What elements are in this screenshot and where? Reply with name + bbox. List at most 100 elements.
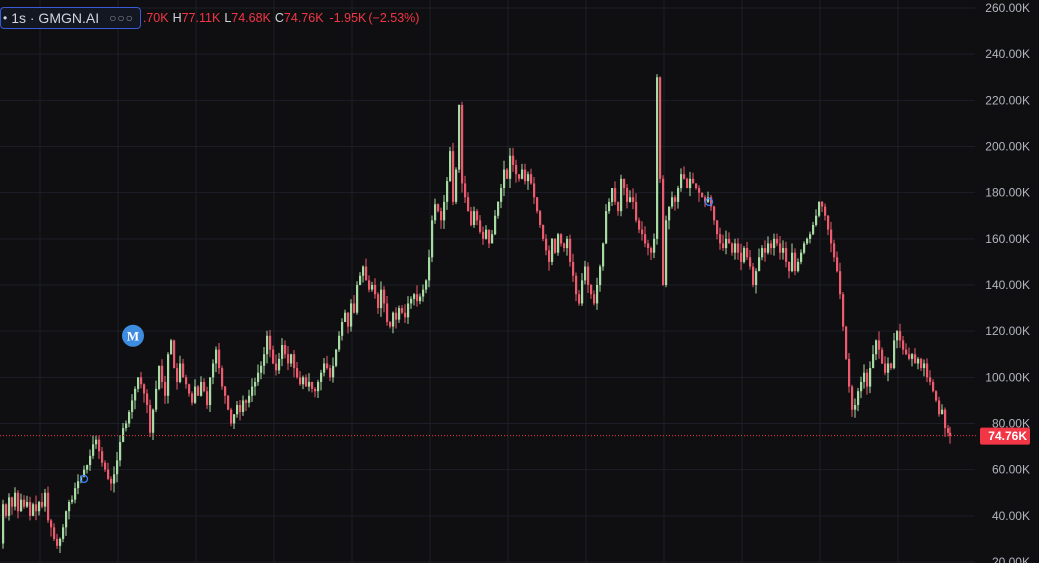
candle-body[interactable] (794, 252, 797, 272)
candle-body[interactable] (764, 248, 767, 253)
candle-body[interactable] (407, 303, 410, 318)
candle-body[interactable] (857, 391, 860, 406)
candle-body[interactable] (122, 428, 125, 442)
candle-body[interactable] (11, 497, 14, 507)
candle-body[interactable] (71, 499, 74, 502)
candle-body[interactable] (29, 501, 32, 516)
candle-body[interactable] (314, 388, 317, 392)
candle-body[interactable] (893, 340, 896, 369)
candle-body[interactable] (245, 400, 248, 403)
candle-body[interactable] (770, 243, 773, 249)
candle-body[interactable] (608, 201, 611, 212)
candle-body[interactable] (350, 303, 353, 327)
candle-body[interactable] (851, 386, 854, 410)
candle-body[interactable] (575, 275, 578, 295)
candle-body[interactable] (281, 345, 284, 359)
candle-body[interactable] (146, 393, 149, 406)
candle-body[interactable] (722, 243, 725, 249)
candle-body[interactable] (503, 169, 506, 189)
candle-body[interactable] (494, 215, 497, 235)
candle-body[interactable] (371, 285, 374, 290)
candle-body[interactable] (482, 231, 485, 239)
candle-body[interactable] (374, 285, 377, 295)
candle-body[interactable] (803, 243, 806, 253)
candle-body[interactable] (284, 345, 287, 355)
candle-body[interactable] (224, 386, 227, 396)
candle-body[interactable] (743, 248, 746, 262)
candle-body[interactable] (488, 229, 491, 244)
candle-body[interactable] (428, 257, 431, 281)
candle-body[interactable] (317, 381, 320, 392)
trade-marker-circle[interactable] (704, 197, 714, 207)
candle-body[interactable] (635, 201, 638, 221)
candle-body[interactable] (338, 335, 341, 350)
candle-body[interactable] (599, 266, 602, 285)
candle-body[interactable] (215, 349, 218, 364)
candle-body[interactable] (938, 400, 941, 415)
candle-body[interactable] (773, 238, 776, 249)
candle-body[interactable] (692, 178, 695, 184)
candle-body[interactable] (305, 377, 308, 387)
candle-body[interactable] (878, 340, 881, 350)
candle-body[interactable] (935, 391, 938, 401)
candle-body[interactable] (83, 469, 86, 477)
candle-body[interactable] (605, 211, 608, 244)
candle-body[interactable] (824, 206, 827, 216)
candle-body[interactable] (125, 423, 128, 429)
candle-body[interactable] (932, 381, 935, 392)
candle-body[interactable] (155, 388, 158, 410)
candle-body[interactable] (842, 294, 845, 327)
candle-body[interactable] (611, 188, 614, 202)
candle-body[interactable] (746, 248, 749, 258)
candle-body[interactable] (542, 224, 545, 239)
candle-body[interactable] (98, 439, 101, 452)
candle-body[interactable] (869, 368, 872, 387)
candle-body[interactable] (665, 220, 668, 285)
candle-body[interactable] (650, 248, 653, 253)
candle-body[interactable] (860, 381, 863, 392)
candle-body[interactable] (422, 289, 425, 297)
candle-body[interactable] (164, 381, 167, 396)
candle-body[interactable] (437, 204, 440, 212)
candle-body[interactable] (923, 363, 926, 369)
candle-body[interactable] (185, 377, 188, 385)
candle-body[interactable] (416, 294, 419, 302)
candle-body[interactable] (170, 340, 173, 355)
candle-body[interactable] (659, 77, 662, 179)
candle-body[interactable] (911, 354, 914, 359)
candle-body[interactable] (188, 384, 191, 394)
candle-body[interactable] (734, 243, 737, 253)
candle-body[interactable] (356, 285, 359, 313)
candle-body[interactable] (86, 465, 89, 470)
candle-body[interactable] (389, 321, 392, 327)
candle-body[interactable] (899, 331, 902, 341)
candle-body[interactable] (236, 405, 239, 415)
candle-body[interactable] (65, 511, 68, 528)
candle-body[interactable] (683, 174, 686, 179)
candle-body[interactable] (686, 178, 689, 189)
candle-body[interactable] (47, 492, 50, 521)
candle-body[interactable] (5, 504, 8, 516)
candle-body[interactable] (845, 326, 848, 359)
candle-body[interactable] (572, 261, 575, 276)
candle-body[interactable] (8, 497, 11, 516)
candle-body[interactable] (182, 363, 185, 378)
candle-body[interactable] (791, 252, 794, 272)
candle-body[interactable] (404, 312, 407, 318)
candle-body[interactable] (92, 444, 95, 456)
symbol-selector[interactable]: • 1s · GMGN.AI ○○○ (0, 7, 141, 29)
candle-body[interactable] (662, 178, 665, 285)
candle-body[interactable] (719, 234, 722, 244)
candle-body[interactable] (614, 188, 617, 202)
candle-body[interactable] (545, 238, 548, 251)
candle-body[interactable] (680, 174, 683, 189)
candle-body[interactable] (230, 409, 233, 424)
candle-body[interactable] (410, 298, 413, 304)
candle-body[interactable] (119, 441, 122, 461)
candle-body[interactable] (848, 358, 851, 387)
candle-body[interactable] (800, 252, 803, 262)
candle-body[interactable] (44, 492, 47, 507)
candle-body[interactable] (329, 368, 332, 378)
candle-body[interactable] (839, 271, 842, 295)
candle-body[interactable] (949, 432, 952, 436)
